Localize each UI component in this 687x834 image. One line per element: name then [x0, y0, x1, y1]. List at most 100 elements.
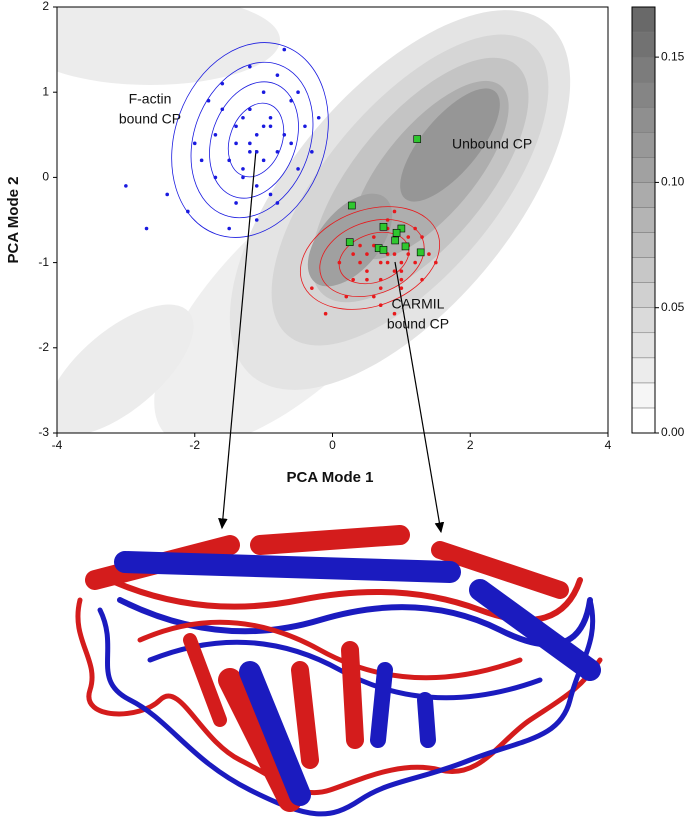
point: [378, 286, 383, 290]
point: [282, 133, 287, 137]
colorbar-band: [631, 106, 656, 133]
point: [397, 224, 406, 233]
point: [365, 277, 369, 282]
point: [316, 115, 321, 120]
point: [213, 175, 218, 180]
point: [345, 238, 354, 246]
point: [310, 150, 314, 154]
colorbar-band: [631, 81, 656, 108]
colorbar-band: [631, 307, 656, 334]
colorbar-band: [631, 332, 656, 359]
point: [378, 303, 383, 308]
point: [234, 201, 238, 205]
point: [392, 311, 397, 316]
point: [275, 201, 280, 205]
colorbar-band: [631, 407, 656, 434]
point: [254, 184, 259, 188]
point: [234, 141, 238, 146]
y-tick-label: 0: [42, 170, 49, 184]
point: [399, 277, 404, 282]
colorbar-band: [631, 182, 656, 208]
x-tick-label: 2: [467, 438, 474, 452]
point: [303, 124, 307, 129]
point: [406, 235, 411, 239]
point: [275, 150, 280, 154]
point: [378, 277, 383, 282]
point: [144, 226, 149, 231]
point: [199, 158, 204, 163]
point: [358, 260, 362, 265]
colorbar-band: [631, 56, 656, 83]
colorbar-band: [631, 382, 656, 409]
y-tick-label: -1: [38, 255, 49, 269]
x-tick-label: -2: [189, 438, 200, 452]
annotation: CARMIL: [392, 296, 445, 312]
density-field: [57, 7, 608, 433]
point: [347, 201, 356, 210]
point: [261, 158, 266, 163]
structure: [75, 525, 603, 817]
point: [372, 294, 376, 299]
point: [289, 141, 293, 146]
point: [358, 243, 362, 248]
point: [165, 192, 169, 197]
annotation: bound CP: [119, 111, 181, 127]
point: [186, 209, 190, 214]
point: [372, 235, 376, 239]
point: [296, 90, 300, 94]
point: [379, 246, 388, 254]
point: [254, 133, 259, 137]
point: [337, 260, 342, 265]
point: [372, 243, 376, 248]
point: [275, 73, 280, 77]
colorbar-tick-label: 0.15: [661, 49, 685, 63]
point: [289, 98, 293, 103]
point: [391, 236, 399, 245]
point: [248, 107, 252, 112]
point: [420, 277, 424, 282]
annotation: F-actin: [129, 91, 172, 107]
point: [323, 311, 328, 316]
point: [282, 47, 287, 52]
point: [206, 98, 211, 103]
colorbar-tick-label: 0.10: [661, 175, 685, 189]
point: [365, 252, 369, 256]
point: [220, 107, 225, 112]
y-tick-label: -3: [38, 425, 49, 439]
point: [392, 269, 397, 273]
point: [416, 248, 425, 257]
point: [351, 252, 355, 256]
point: [227, 226, 231, 231]
point: [248, 64, 252, 69]
point: [227, 158, 231, 163]
point: [413, 135, 422, 143]
point: [379, 223, 388, 231]
point: [406, 252, 411, 256]
point: [213, 133, 218, 137]
point: [392, 228, 401, 237]
y-tick-label: -2: [38, 340, 49, 354]
colorbar-band: [631, 6, 656, 33]
colorbar-band: [631, 257, 656, 283]
colorbar-band: [631, 31, 656, 58]
point: [401, 242, 410, 251]
point: [420, 235, 424, 239]
colorbar-band: [631, 357, 656, 384]
y-axis-label: PCA Mode 2: [5, 177, 22, 264]
colorbar-band: [631, 132, 656, 158]
point: [261, 124, 266, 129]
point: [365, 269, 369, 273]
point: [434, 260, 438, 265]
point: [392, 252, 397, 256]
point: [241, 115, 245, 120]
point: [254, 150, 259, 154]
colorbar-band: [631, 207, 656, 233]
x-tick-label: 4: [605, 438, 612, 452]
point: [241, 175, 245, 180]
point: [254, 218, 259, 222]
point: [378, 260, 383, 265]
colorbar-band: [631, 157, 656, 183]
point: [234, 124, 238, 129]
